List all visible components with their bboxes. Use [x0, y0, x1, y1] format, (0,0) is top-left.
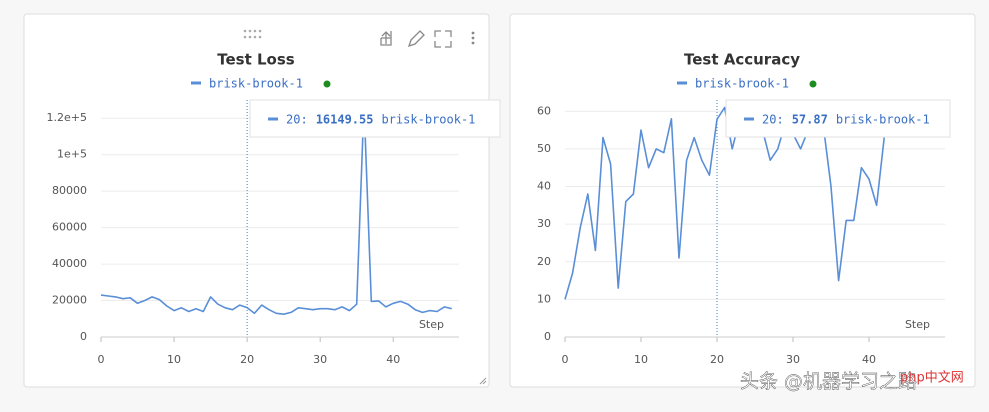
x-tick-label: 20 [240, 353, 254, 366]
data-line [564, 106, 885, 300]
drag-handle[interactable] [243, 29, 262, 39]
panel [509, 13, 976, 388]
tooltip-step: 20: [762, 113, 784, 127]
y-tick-label: 0 [544, 330, 551, 343]
x-axis-label: Step [419, 318, 444, 331]
data-line [100, 102, 452, 315]
y-tick-label: 1e+5 [57, 148, 87, 161]
watermark-site: php中文网 [900, 371, 964, 386]
tooltip-value: 16149.55 [316, 113, 374, 127]
tooltip: 20: 16149.55 brisk-brook-1 [249, 99, 501, 138]
tooltip-value: 57.87 [792, 113, 828, 127]
fullscreen-icon[interactable] [434, 30, 452, 48]
legend-label: brisk-brook-1 [695, 77, 789, 91]
y-tick-label: 50 [537, 142, 551, 155]
y-tick-label: 1.2e+5 [47, 111, 87, 124]
menu-icon[interactable] [471, 31, 475, 45]
x-tick-label: 10 [634, 353, 648, 366]
edit-icon[interactable] [407, 30, 425, 48]
legend-label: brisk-brook-1 [209, 77, 303, 91]
y-tick-label: 20000 [52, 294, 87, 307]
x-tick-label: 40 [386, 353, 400, 366]
y-tick-label: 40 [537, 180, 551, 193]
x-axis-label: Step [905, 318, 930, 331]
y-tick-label: 60 [537, 104, 551, 117]
x-tick-label: 10 [167, 353, 181, 366]
panel [23, 13, 490, 388]
y-tick-label: 30 [537, 217, 551, 230]
x-tick-label: 0 [562, 353, 569, 366]
share-icon[interactable] [380, 31, 392, 46]
watermark: 头条 @机器学习之路 [740, 371, 917, 393]
tooltip: 20: 57.87 brisk-brook-1 [725, 99, 951, 138]
tooltip-box [725, 99, 951, 138]
chart-title: Test Accuracy [684, 51, 800, 69]
tooltip-series: brisk-brook-1 [836, 113, 930, 127]
tooltip-step: 20: [286, 113, 308, 127]
y-tick-label: 80000 [52, 184, 87, 197]
chart: Test Accuracy brisk-brook-1 0 10 20 30 40 50 60 0… [537, 51, 945, 366]
legend-status-dot [323, 80, 331, 88]
x-tick-label: 30 [786, 353, 800, 366]
y-tick-label: 0 [80, 330, 87, 343]
x-tick-label: 0 [98, 353, 105, 366]
y-tick-label: 20 [537, 255, 551, 268]
tooltip-series: brisk-brook-1 [381, 113, 475, 127]
tooltip-box [249, 99, 501, 138]
chart-title: Test Loss [217, 51, 295, 69]
resize-handle[interactable] [479, 377, 487, 385]
x-tick-label: 20 [710, 353, 724, 366]
x-tick-label: 30 [313, 353, 327, 366]
x-tick-label: 40 [862, 353, 876, 366]
y-tick-label: 60000 [52, 221, 87, 234]
legend-status-dot [809, 80, 817, 88]
chart: Test Loss brisk-brook-1 0 20000 40000 60000 80… [47, 51, 459, 366]
y-tick-label: 40000 [52, 257, 87, 270]
y-tick-label: 10 [537, 292, 551, 305]
